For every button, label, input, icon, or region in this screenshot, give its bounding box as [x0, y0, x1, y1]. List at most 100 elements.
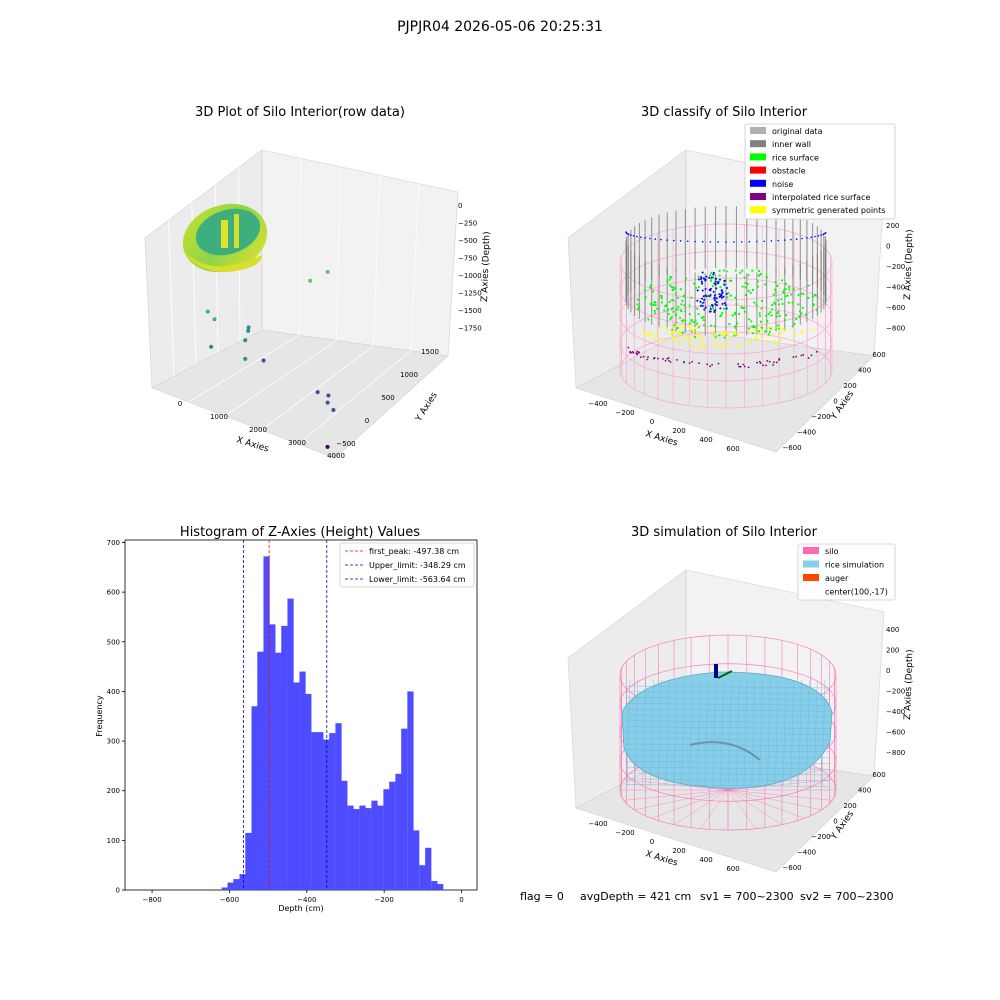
cls-noise-pt-76	[712, 273, 715, 276]
cls-noise-top-20	[725, 241, 727, 243]
cls-sym-pt-40	[774, 342, 778, 345]
cls-rice-pt-217	[735, 302, 738, 306]
cls-sym-pt-1	[767, 325, 771, 329]
cls-noise-top-35	[817, 235, 820, 237]
cls-sym-pt-76	[718, 343, 721, 346]
hist-bar-31	[407, 691, 414, 890]
cls-rice-pt-47	[668, 300, 671, 304]
cls-interp-pt-44	[738, 365, 740, 368]
sim-mesh-h-16	[625, 778, 831, 781]
sim-legend-label-2: auger	[825, 574, 849, 583]
cls-sym-pt-20	[690, 328, 694, 332]
sim-ztick-6: −800	[886, 749, 905, 757]
cls-rice-pt-250	[730, 279, 733, 282]
cls-sym-pt-10	[696, 335, 700, 338]
sim-mesh-v-22	[798, 679, 802, 787]
sim-mesh-h-14	[625, 767, 831, 770]
cls-sym-pt-49	[773, 327, 776, 330]
hist-bar-15	[311, 732, 318, 890]
cls-rice-pt-167	[722, 269, 726, 272]
cls-ytick-0: −600	[782, 444, 801, 452]
cls-noise-pt-58	[700, 280, 703, 283]
sim-mesh-h-2	[625, 697, 831, 700]
sim-mesh-h-13	[625, 761, 831, 764]
raw-point-0	[308, 278, 313, 283]
sim-ztick-2: 0	[886, 667, 890, 675]
hist-bar-19	[335, 723, 342, 890]
hist-ytick-label-2: 200	[107, 787, 120, 795]
cls-rice-pt-252	[693, 282, 696, 285]
sim-mesh-v-15	[743, 679, 748, 787]
hist-bars	[221, 556, 444, 890]
cls-sym-pt-27	[684, 335, 688, 338]
cls-noise-top-32	[806, 237, 808, 239]
sim-mesh-h-10	[625, 743, 831, 747]
sim-floor-spoke-13	[623, 779, 729, 791]
sim-title: 3D simulation of Silo Interior	[631, 525, 818, 540]
cls-rice-pt-123	[743, 310, 747, 313]
cls-interp-pt-37	[627, 346, 630, 349]
raw-grid-line-b4	[410, 183, 420, 351]
cls-noise-pt-78	[701, 271, 704, 274]
cls-rice-pt-0	[797, 303, 800, 306]
cls-noise-top-4	[630, 234, 632, 236]
cls-interp-pt-54	[765, 364, 767, 367]
cls-noise-pt-2	[718, 278, 721, 281]
hist-bar-36	[437, 884, 444, 890]
cls-noise-pt-42	[707, 295, 710, 298]
cls-rice-pt-163	[688, 304, 691, 307]
cls-rice-pt-108	[709, 279, 712, 282]
sim-mesh-v-7	[681, 679, 685, 787]
hist-bar-29	[395, 773, 402, 890]
cls-rice-pt-17	[696, 307, 699, 310]
panel-raw-title: 3D Plot of Silo Interior(row data)	[195, 105, 405, 120]
sim-xtick-3: 200	[672, 847, 685, 855]
hist-bar-28	[389, 781, 396, 890]
cls-rice-pt-10	[811, 295, 815, 298]
cls-rice-pt-211	[731, 314, 734, 317]
sim-floor-spoke-8	[673, 789, 729, 825]
cls-rice-pt-231	[659, 294, 663, 298]
cls-sym-pt-42	[643, 334, 646, 337]
cls-noise-top-26	[770, 240, 773, 242]
cls-rice-pt-228	[765, 276, 768, 279]
cls-noise-top-18	[709, 241, 712, 243]
hist-legend-box	[339, 542, 475, 588]
cls-rice-pt-64	[798, 315, 801, 319]
sim-floor-spoke-9	[651, 789, 729, 819]
cls-noise-pt-22	[720, 296, 723, 299]
cls-sym-pt-50	[760, 329, 763, 333]
hist-bar-10	[281, 625, 288, 890]
cls-rice-pt-128	[802, 292, 805, 296]
cls-noise-pt-6	[709, 289, 712, 292]
cls-rice-pt-175	[670, 276, 673, 279]
cls-interp-pt-7	[768, 360, 771, 363]
sim-mesh-v-8	[689, 679, 693, 787]
cls-noise-pt-61	[704, 294, 707, 297]
cls-noise-pt-8	[725, 307, 728, 310]
cls-interp-pt-10	[739, 365, 742, 368]
cls-rice-pt-109	[790, 293, 793, 296]
cls-interp-pt-31	[756, 361, 758, 364]
cls-legend-swatch-6	[750, 206, 766, 214]
cls-legend-swatch-4	[750, 179, 766, 187]
cls-rice-pt-110	[736, 322, 739, 325]
cls-rice-pt-240	[684, 277, 688, 280]
cls-rice-pt-143	[764, 283, 767, 286]
cls-noise-pt-48	[720, 289, 723, 292]
cls-rice-pt-102	[778, 314, 781, 317]
cls-floor-pane	[575, 329, 875, 453]
cls-noise-pt-59	[703, 298, 706, 301]
cls-interp-pt-23	[766, 359, 769, 362]
cls-sym-pt-88	[781, 328, 784, 331]
cls-rice-pt-36	[781, 302, 784, 306]
raw-ztick-4: −1000	[458, 272, 482, 280]
hist-ylabel: Frequency	[95, 695, 104, 737]
cls-rice-pt-207	[784, 287, 787, 291]
raw-ylabel: Y Axies	[414, 390, 440, 424]
cls-rice-pt-159	[681, 331, 684, 334]
cls-rice-pt-203	[690, 318, 693, 321]
sim-mesh-v-20	[782, 679, 787, 787]
cls-noise-pt-68	[718, 293, 721, 296]
